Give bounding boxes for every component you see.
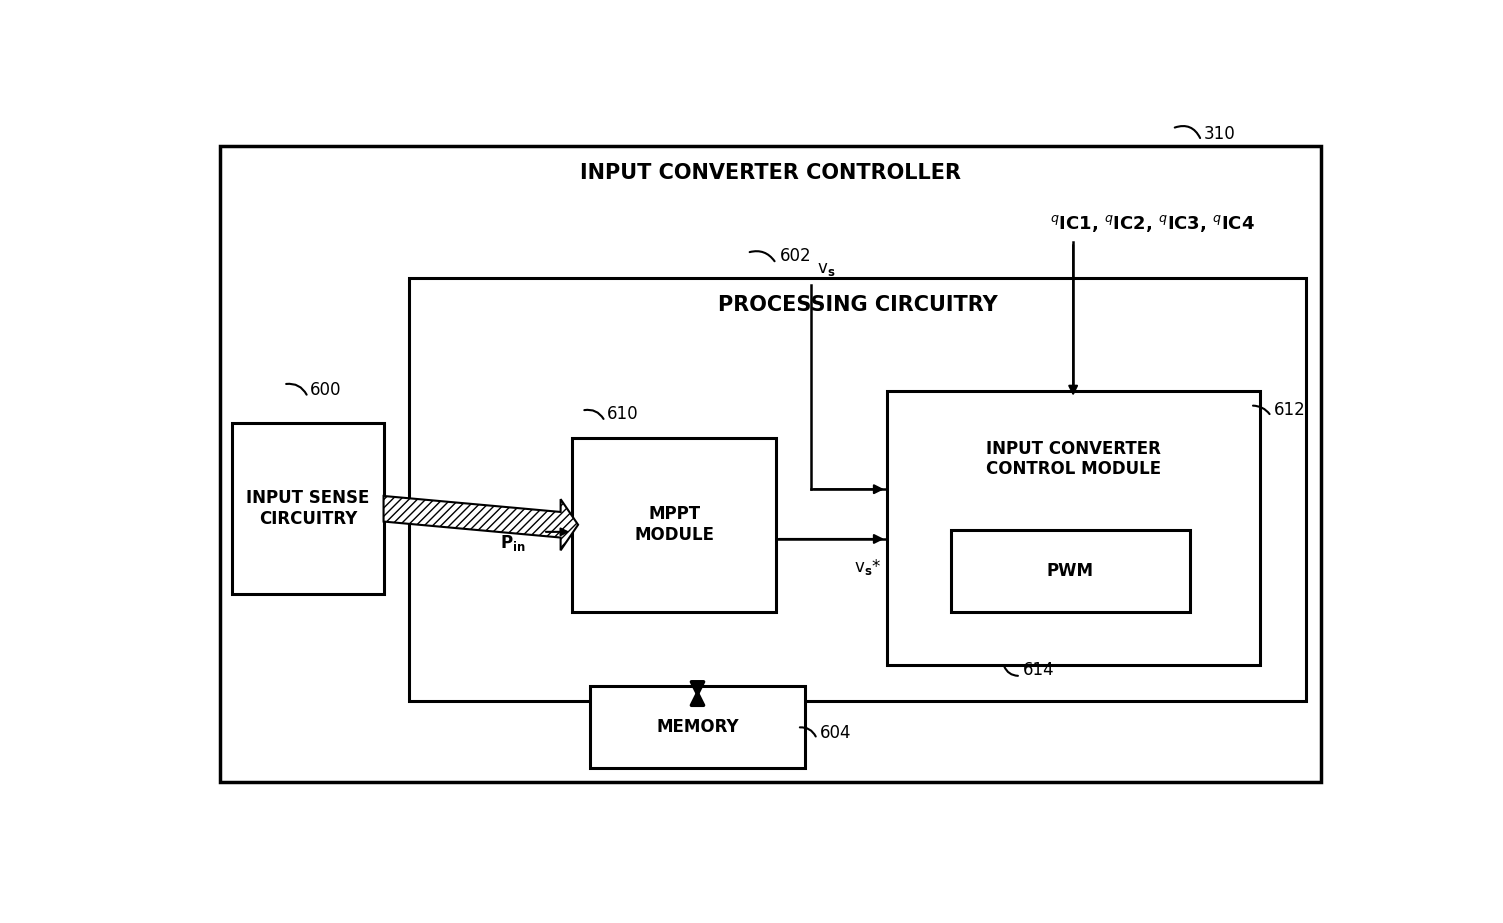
Text: 612: 612 <box>1273 401 1305 419</box>
Text: 614: 614 <box>1024 661 1055 679</box>
Bar <box>231 424 383 594</box>
Text: MPPT
MODULE: MPPT MODULE <box>634 506 714 545</box>
Text: PROCESSING CIRCUITRY: PROCESSING CIRCUITRY <box>718 294 998 315</box>
Text: 600: 600 <box>310 381 341 399</box>
Bar <box>409 278 1306 701</box>
Bar <box>951 530 1190 612</box>
Polygon shape <box>383 496 579 550</box>
Text: 610: 610 <box>607 405 639 424</box>
Text: MEMORY: MEMORY <box>657 718 739 737</box>
Text: v$_{\mathbf{s}}$: v$_{\mathbf{s}}$ <box>818 259 836 278</box>
Text: INPUT SENSE
CIRCUITRY: INPUT SENSE CIRCUITRY <box>246 489 370 528</box>
Bar <box>887 391 1260 665</box>
Text: 310: 310 <box>1204 125 1235 142</box>
Bar <box>221 146 1321 783</box>
Text: INPUT CONVERTER
CONTROL MODULE: INPUT CONVERTER CONTROL MODULE <box>986 439 1160 478</box>
Text: v$_{\mathbf{s}}$*: v$_{\mathbf{s}}$* <box>854 557 881 577</box>
Text: P$_{\mathbf{in}}$: P$_{\mathbf{in}}$ <box>500 533 526 553</box>
Text: 602: 602 <box>780 247 812 266</box>
Text: PWM: PWM <box>1046 562 1094 580</box>
Bar <box>573 438 776 612</box>
Text: 604: 604 <box>821 724 852 742</box>
Bar <box>589 687 806 768</box>
Text: INPUT CONVERTER CONTROLLER: INPUT CONVERTER CONTROLLER <box>580 163 962 184</box>
Text: $^q$IC1, $^q$IC2, $^q$IC3, $^q$IC4: $^q$IC1, $^q$IC2, $^q$IC3, $^q$IC4 <box>1049 212 1255 234</box>
